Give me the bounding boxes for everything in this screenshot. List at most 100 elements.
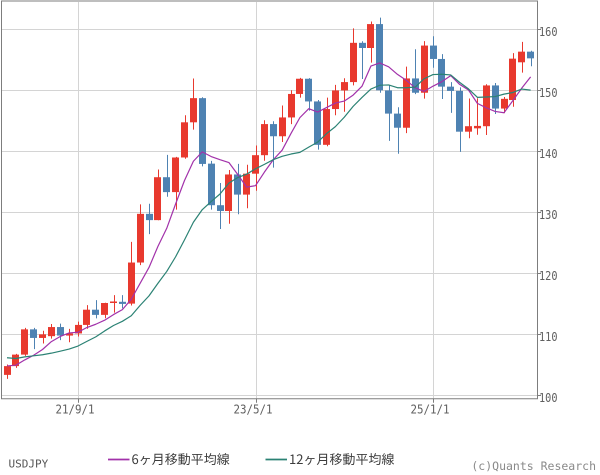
legend-label [290, 453, 395, 466]
axis-label-layer: 100 110 120 130 140 150 160 21/9/1 23/5/1 25/1/1 [56, 25, 558, 417]
candle-body [456, 90, 463, 132]
candle-body [376, 24, 383, 91]
y-tick-label: 140 [539, 147, 558, 161]
candle-body [243, 173, 250, 195]
candle-body [279, 117, 286, 137]
candle-body [119, 301, 126, 304]
candle [39, 330, 46, 344]
y-tick-label: 100 [539, 391, 558, 405]
legend [108, 453, 395, 466]
candle-body [341, 82, 348, 91]
candle [92, 300, 99, 319]
candle-body [518, 51, 525, 63]
candle [190, 78, 197, 130]
candle [492, 82, 499, 115]
candle [163, 154, 170, 197]
candle-body [421, 45, 428, 93]
candle [483, 84, 490, 136]
candle-body [21, 329, 28, 355]
candle-body [101, 303, 108, 315]
candle [438, 54, 445, 100]
candle-body [403, 78, 410, 128]
candle-body [527, 51, 534, 59]
candle-body [12, 354, 19, 367]
candle [474, 98, 481, 135]
candle [48, 324, 55, 339]
y-tick-label: 120 [539, 269, 558, 283]
candle-body [509, 58, 516, 101]
candle [101, 302, 108, 319]
candle [430, 36, 437, 68]
candle [110, 295, 117, 313]
candle-body [48, 327, 55, 337]
candle [376, 17, 383, 93]
candle [4, 364, 11, 379]
candle-body [350, 42, 357, 83]
candle [66, 328, 73, 343]
plot-border [1, 0, 538, 400]
candle-body [172, 157, 179, 193]
candle [146, 203, 153, 235]
candle [199, 97, 206, 167]
candle [154, 169, 161, 221]
candle-body [430, 45, 437, 59]
legend-glyph [132, 454, 139, 465]
candle [30, 327, 37, 350]
candle [518, 41, 525, 73]
candle [208, 160, 215, 210]
candle [323, 97, 330, 147]
candle-body [110, 301, 117, 304]
candle [217, 182, 224, 229]
candle [119, 295, 126, 309]
legend-glyph [368, 453, 381, 466]
footer: USDJPY (c)Quants Research [9, 453, 596, 473]
y-tick-label: 130 [539, 208, 558, 222]
candle [234, 163, 241, 215]
candle [465, 98, 472, 139]
legend-item [265, 453, 395, 466]
candle [57, 323, 64, 341]
candle-body [465, 126, 472, 132]
candle-body [57, 327, 64, 336]
candle-body [270, 124, 277, 137]
x-tick-label: 23/5/1 [234, 402, 273, 417]
candle-body [261, 124, 268, 156]
grid-layer [1, 2, 538, 399]
candle-body [385, 90, 392, 114]
candle-body [474, 125, 481, 129]
candle [305, 78, 312, 111]
candle [83, 305, 90, 329]
candle-body [154, 177, 161, 221]
candle-body [288, 93, 295, 118]
candle-body [367, 24, 374, 49]
candle-body [252, 155, 259, 174]
x-tick-label: 21/9/1 [56, 402, 95, 417]
candle-body [438, 58, 445, 87]
legend-glyph [178, 453, 190, 466]
legend-item [108, 453, 230, 466]
candle [288, 90, 295, 125]
candle [359, 41, 366, 79]
candle [421, 41, 428, 99]
candle [261, 120, 268, 161]
candle-body [163, 177, 170, 193]
candle-body [447, 86, 454, 91]
candle-body [92, 309, 99, 315]
candle [527, 50, 534, 67]
legend-glyph [381, 453, 395, 466]
candle [181, 115, 188, 159]
candle-body [75, 324, 82, 334]
candle-body [208, 163, 215, 206]
candle [367, 21, 374, 63]
credit-label: (c)Quants Research [471, 459, 596, 473]
candle-body [394, 113, 401, 128]
candle [385, 84, 392, 141]
candle [456, 87, 463, 152]
candle-body [190, 98, 197, 123]
candle-body [217, 205, 224, 211]
candle-body [30, 329, 37, 338]
candle [225, 169, 232, 224]
candle [137, 204, 144, 266]
